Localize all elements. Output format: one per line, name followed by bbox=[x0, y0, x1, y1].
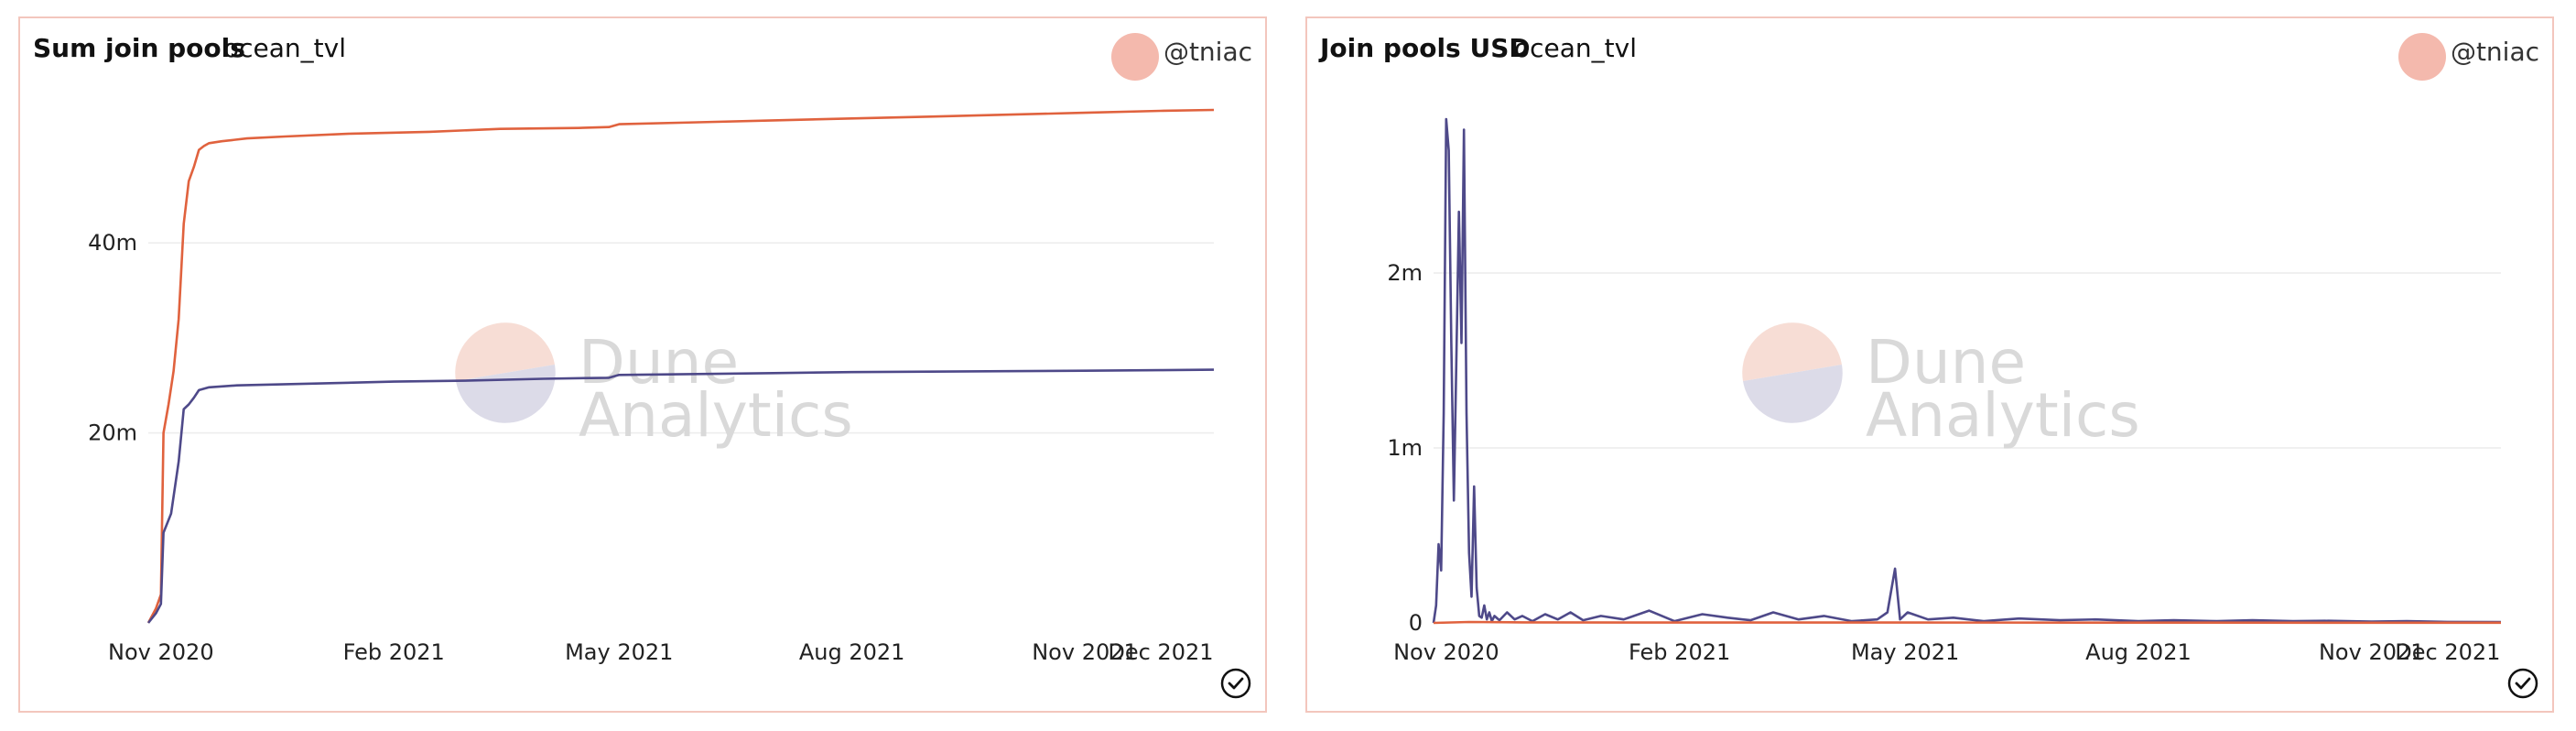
check-icon[interactable] bbox=[1219, 667, 1252, 700]
y-tick-label: 2m bbox=[1387, 260, 1423, 286]
check-icon[interactable] bbox=[2506, 667, 2539, 700]
x-tick-label: May 2021 bbox=[1851, 639, 1959, 665]
x-tick-label: Nov 2020 bbox=[1393, 639, 1499, 665]
x-tick-label: Aug 2021 bbox=[799, 639, 905, 665]
series-line-1[interactable] bbox=[1434, 622, 2501, 623]
y-tick-label: 40m bbox=[88, 230, 137, 256]
y-tick-label: 0 bbox=[1409, 610, 1423, 636]
y-tick-label: 1m bbox=[1387, 435, 1423, 461]
x-tick-label: Dec 2021 bbox=[2395, 639, 2500, 665]
y-tick-label: 20m bbox=[88, 420, 137, 446]
watermark-line2: Analytics bbox=[1866, 380, 2140, 451]
x-tick-label: Feb 2021 bbox=[343, 639, 445, 665]
x-tick-label: Feb 2021 bbox=[1629, 639, 1730, 665]
x-tick-label: Aug 2021 bbox=[2085, 639, 2192, 665]
x-tick-label: Nov 2020 bbox=[108, 639, 214, 665]
chart-panel-join-pools-usd: Join pools USD ocean_tvl @tniac 0 1m 2m Dun… bbox=[1305, 16, 2554, 713]
chart-panel-sum-join-pools: Sum join pools ocean_tvl @tniac 20m 40m Du… bbox=[18, 16, 1267, 713]
x-tick-label: Dec 2021 bbox=[1108, 639, 1213, 665]
x-tick-label: May 2021 bbox=[565, 639, 673, 665]
watermark-line2: Analytics bbox=[579, 380, 853, 451]
